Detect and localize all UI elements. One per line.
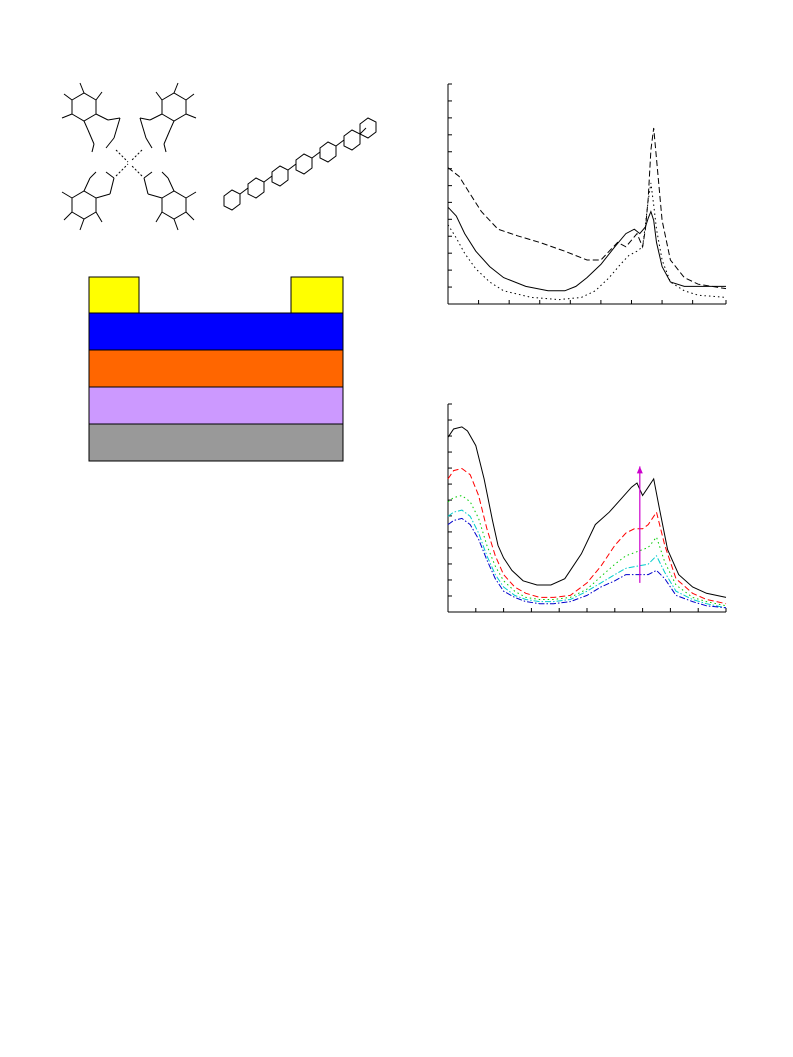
electrode-right (290, 276, 344, 314)
bottom-chart-arrow-annotation (636, 466, 643, 583)
bottom-chart-ticks (447, 403, 727, 613)
chart-bottom-series-dashdot-4 (447, 517, 727, 609)
chart-top-series-dotted-2 (447, 182, 727, 301)
chart-top-series-dashed-1 (447, 127, 727, 290)
electrode-left (88, 276, 140, 314)
chart-bottom-series-dashed-1 (447, 467, 727, 605)
chart-bottom-series-dashdot-3 (447, 509, 727, 609)
sexiphenyl-structure (223, 117, 377, 211)
device-structure-diagram (88, 276, 344, 462)
chart-bottom-series-solid-0 (447, 426, 727, 598)
chart-top-series-solid-0 (447, 206, 726, 292)
layer-lilac (88, 386, 344, 425)
top-spectrum-chart (447, 83, 727, 305)
arrow-head-icon (636, 466, 643, 474)
substrate-gray (88, 423, 344, 462)
chart-bottom-series-dotted-2 (447, 494, 727, 607)
bottom-spectrum-chart (447, 403, 727, 613)
bottom-chart-series-group (447, 426, 727, 609)
top-chart-axes (447, 84, 726, 305)
layer-blue (88, 312, 344, 351)
top-chart-series-group (447, 127, 727, 301)
layer-orange (88, 349, 344, 388)
top-chart-ticks (447, 83, 727, 305)
phthalocyanine-structure (61, 82, 197, 231)
molecular-structures-figure (61, 82, 377, 231)
